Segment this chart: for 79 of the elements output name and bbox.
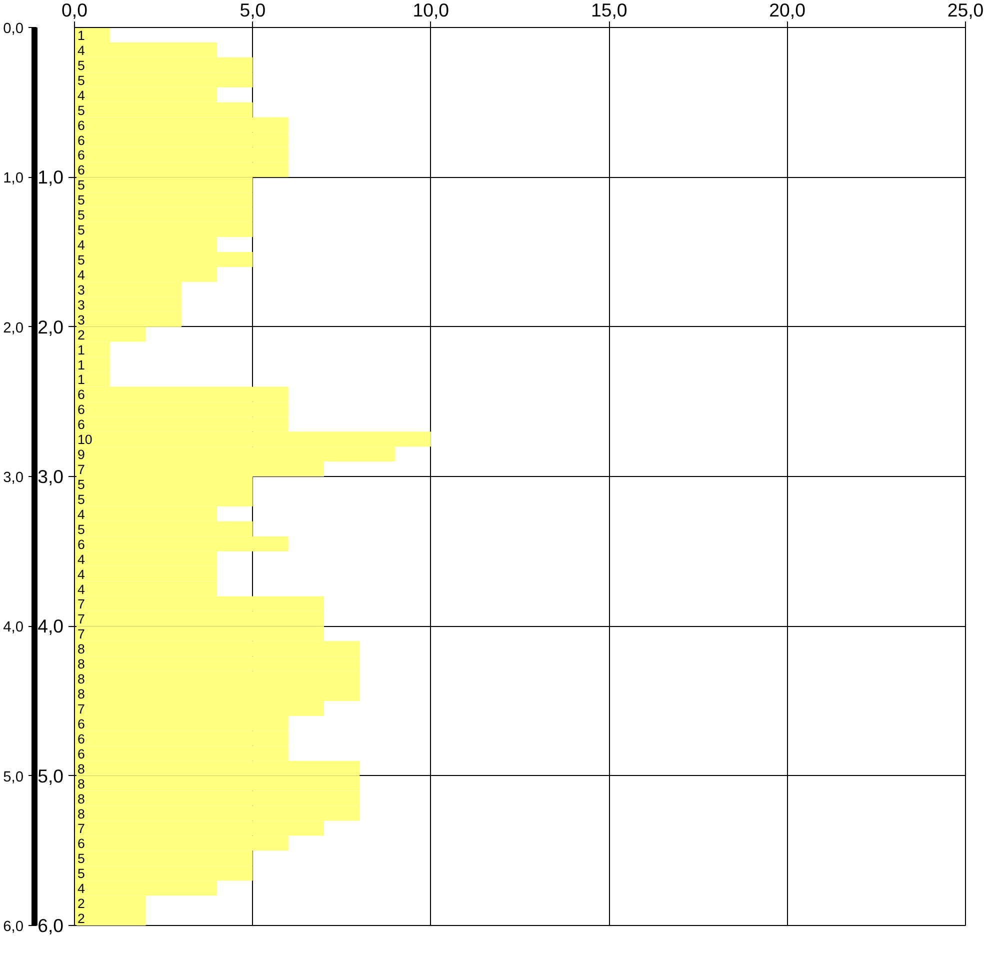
data-label: 6 [78,746,85,762]
data-label: 6 [78,148,85,163]
data-label: 5 [78,72,85,88]
data-label: 8 [78,806,85,822]
y2-tick-label: 1,0 [3,170,24,187]
data-label: 4 [78,582,86,597]
data-label: 6 [78,836,85,852]
data-label: 8 [78,656,85,672]
data-label: 5 [78,58,85,73]
data-label: 4 [78,267,86,282]
data-label: 5 [78,222,85,238]
data-label: 5 [78,492,85,507]
data-label: 6 [78,387,85,402]
data-label: 1 [78,342,85,358]
data-label: 10 [78,432,92,448]
data-label: 7 [78,612,85,627]
data-label: 5 [78,208,85,223]
y-tick-label: 4,0 [38,616,64,637]
data-label: 6 [78,402,85,418]
data-label: 4 [78,506,86,522]
data-label: 8 [78,642,85,657]
data-label: 8 [78,791,85,806]
data-label: 5 [78,192,85,208]
data-label: 3 [78,297,85,312]
data-label: 5 [78,252,85,268]
data-label: 6 [78,731,85,746]
data-label: 6 [78,536,85,552]
data-label: 8 [78,761,85,776]
data-label: 6 [78,162,85,178]
x-tick-label: 0,0 [62,0,88,20]
x-tick-label: 5,0 [240,0,266,20]
y2-tick-label: 5,0 [3,769,24,786]
data-label: 7 [78,701,85,716]
y-tick-label: 2,0 [38,316,64,338]
data-label: 6 [78,118,85,133]
data-label: 7 [78,462,85,478]
y2-tick-label: 0,0 [3,21,24,37]
data-label: 4 [78,42,86,58]
y2-tick-label: 4,0 [3,620,24,636]
y-tick-label: 3,0 [38,466,64,487]
data-label: 4 [78,88,86,103]
data-label: 7 [78,821,85,836]
data-label: 4 [78,238,86,253]
data-label: 5 [78,866,85,882]
data-label: 6 [78,716,85,732]
data-label: 6 [78,417,85,432]
data-label: 3 [78,312,85,328]
y2-tick-label: 6,0 [3,919,24,935]
data-label: 5 [78,522,85,537]
x-tick-label: 20,0 [769,0,806,20]
data-label: 4 [78,881,86,896]
data-label: 8 [78,776,85,792]
data-label: 3 [78,282,85,298]
y-tick-label: 1,0 [38,166,64,188]
data-label: 1 [78,28,85,43]
data-label: 7 [78,626,85,642]
data-label: 5 [78,102,85,118]
y2-tick-label: 2,0 [3,320,24,336]
data-label: 5 [78,476,85,492]
data-label: 1 [78,372,85,388]
data-label: 2 [78,896,85,912]
data-label: 1 [78,357,85,372]
x-tick-label: 10,0 [412,0,450,20]
y-tick-label: 6,0 [38,915,64,936]
data-label: 4 [78,552,86,567]
y2-tick-label: 3,0 [3,470,24,486]
data-label: 2 [78,327,85,342]
data-label: 5 [78,178,85,193]
data-label: 6 [78,132,85,148]
data-label: 8 [78,686,85,702]
x-tick-label: 15,0 [590,0,628,20]
data-label: 9 [78,447,85,462]
x-tick-label: 25,0 [947,0,984,20]
data-label: 4 [78,566,86,582]
data-label: 5 [78,851,85,866]
data-label: 2 [78,911,85,926]
data-label: 7 [78,596,85,612]
data-label: 8 [78,672,85,687]
y-tick-label: 5,0 [38,765,64,786]
